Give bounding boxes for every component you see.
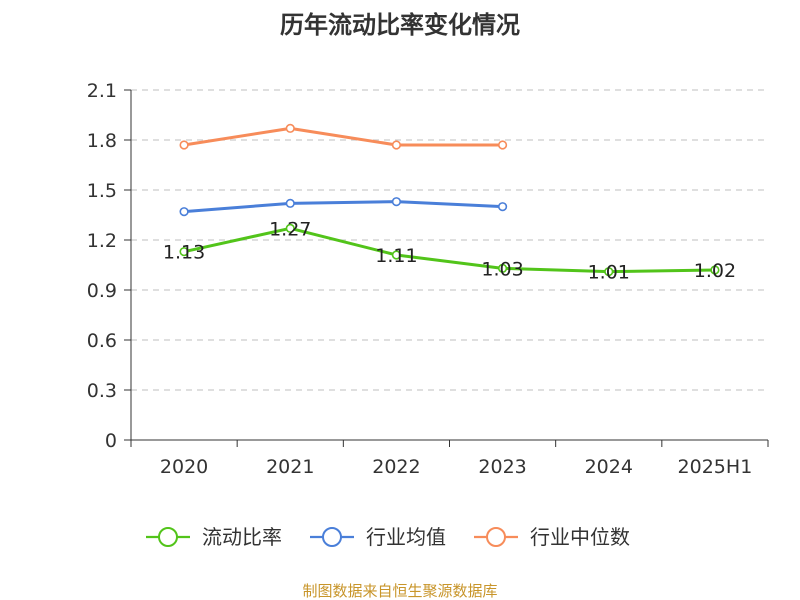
legend-circle-marker bbox=[322, 527, 342, 547]
data-label: 1.27 bbox=[269, 218, 311, 240]
data-label: 1.13 bbox=[163, 242, 205, 264]
x-tick-label: 2023 bbox=[478, 456, 526, 478]
legend[interactable]: 流动比率 行业均值 行业中位数 bbox=[146, 525, 630, 549]
legend-item[interactable]: 行业均值 bbox=[310, 525, 446, 549]
data-point[interactable] bbox=[604, 267, 614, 277]
x-tick-label: 2021 bbox=[266, 456, 314, 478]
legend-label: 行业中位数 bbox=[530, 525, 630, 549]
data-point[interactable] bbox=[391, 140, 402, 150]
y-tick-label: 2.1 bbox=[87, 80, 117, 102]
legend-label: 流动比率 bbox=[202, 525, 282, 549]
grid bbox=[131, 89, 768, 391]
y-tick-label: 0.9 bbox=[87, 280, 117, 302]
data-point[interactable] bbox=[497, 140, 508, 150]
y-tick-label: 0 bbox=[105, 430, 117, 452]
data-point[interactable] bbox=[497, 202, 508, 212]
data-point[interactable] bbox=[391, 197, 402, 207]
legend-circle-marker bbox=[158, 527, 178, 547]
source-note: 制图数据来自恒生聚源数据库 bbox=[302, 582, 497, 600]
data-label: 1.01 bbox=[588, 262, 630, 284]
data-label: 1.02 bbox=[694, 260, 736, 282]
y-tick-label: 1.8 bbox=[87, 130, 117, 152]
x-tick-label: 2024 bbox=[585, 456, 633, 478]
series-0: 1.13 1.27 1.11 1.03 1.01 1.02 bbox=[163, 218, 736, 283]
legend-label: 行业均值 bbox=[366, 525, 446, 549]
legend-circle-marker bbox=[486, 527, 506, 547]
series-line bbox=[183, 200, 503, 214]
axes: 0 0.3 0.6 0.9 1.2 1.5 1.8 2.1 2020 2021 2022 2023 20… bbox=[87, 80, 769, 478]
x-tick-label: 2022 bbox=[372, 456, 420, 478]
data-point[interactable] bbox=[391, 250, 402, 260]
series-line bbox=[183, 226, 715, 274]
data-point[interactable] bbox=[179, 247, 189, 257]
chart-title: 历年流动比率变化情况 bbox=[280, 11, 520, 39]
series-line bbox=[183, 126, 503, 147]
data-point[interactable] bbox=[285, 223, 295, 233]
data-label: 1.03 bbox=[481, 258, 523, 280]
data-point[interactable] bbox=[710, 265, 720, 275]
y-tick-label: 0.6 bbox=[87, 330, 117, 352]
data-point[interactable] bbox=[285, 123, 295, 133]
data-point[interactable] bbox=[179, 207, 189, 217]
series-2 bbox=[179, 123, 508, 150]
x-tick-label: 2025H1 bbox=[678, 456, 753, 478]
data-point[interactable] bbox=[179, 140, 189, 150]
legend-item[interactable]: 行业中位数 bbox=[474, 525, 630, 549]
data-point[interactable] bbox=[285, 198, 295, 208]
data-label: 1.11 bbox=[375, 245, 417, 267]
data-point[interactable] bbox=[497, 263, 508, 273]
legend-item[interactable]: 流动比率 bbox=[146, 525, 282, 549]
y-tick-label: 1.2 bbox=[87, 230, 117, 252]
series-layer: 1.13 1.27 1.11 1.03 1.01 1.02 bbox=[163, 123, 736, 284]
y-tick-label: 0.3 bbox=[87, 380, 117, 402]
series-1 bbox=[179, 197, 508, 217]
x-tick-label: 2020 bbox=[160, 456, 208, 478]
y-tick-label: 1.5 bbox=[87, 180, 117, 202]
